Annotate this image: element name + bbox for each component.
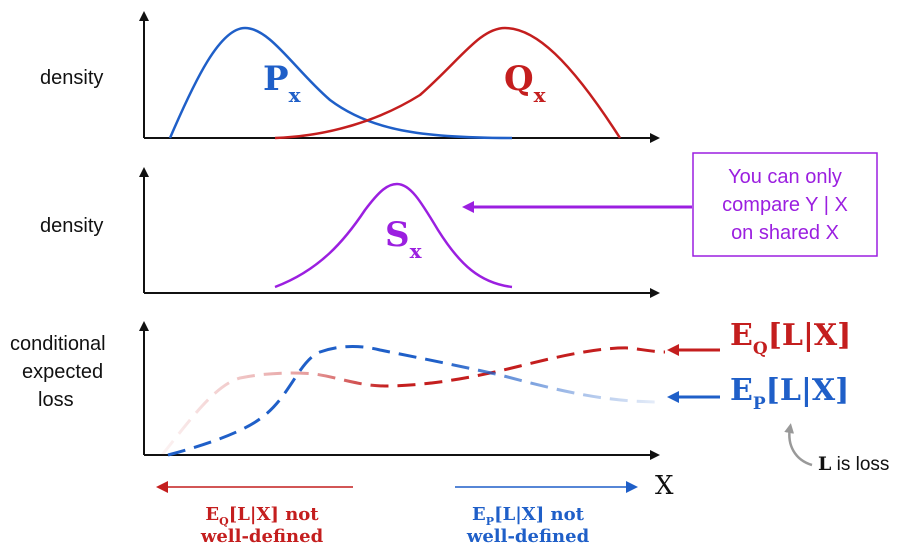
bottom-y-label-1: conditional bbox=[10, 333, 106, 355]
bottom-x-label: X bbox=[655, 471, 674, 501]
loss-note: L is loss bbox=[818, 453, 889, 475]
bottom-y-label-3: loss bbox=[38, 389, 74, 411]
eq-undefined-label-2: well-defined bbox=[200, 526, 324, 547]
s-density-curve bbox=[274, 182, 513, 289]
p-label: Px bbox=[263, 59, 302, 107]
eq-undefined-label-1: EQ[L|X] not bbox=[205, 504, 319, 528]
q-label: Qx bbox=[504, 59, 547, 107]
top-y-label: density bbox=[40, 67, 103, 89]
callout-line-2: compare Y | X bbox=[722, 194, 848, 216]
callout-line-3: on shared X bbox=[731, 222, 839, 244]
ep-undefined-label-1: EP[L|X] not bbox=[472, 504, 585, 528]
ep-loss-curve bbox=[167, 345, 661, 457]
q-density-curve bbox=[274, 26, 622, 140]
bottom-y-label-2: expected bbox=[22, 361, 103, 383]
loss-note-arrow bbox=[784, 423, 813, 467]
middle-panel: density Sx bbox=[40, 167, 692, 298]
p-density-curve bbox=[168, 26, 513, 140]
callout-box: You can only compare Y | X on shared X bbox=[692, 152, 878, 257]
s-label: Sx bbox=[385, 215, 423, 263]
bottom-panel: conditional expected loss X bbox=[10, 321, 720, 501]
eq-loss-curve bbox=[160, 346, 666, 456]
ep-undefined-label-2: well-defined bbox=[466, 526, 590, 547]
middle-y-label: density bbox=[40, 215, 103, 237]
callout-line-1: You can only bbox=[728, 166, 842, 188]
top-panel: density Px Qx bbox=[40, 11, 660, 143]
ep-legend-label: EP[L|X] bbox=[730, 373, 849, 414]
eq-legend-label: EQ[L|X] bbox=[730, 318, 851, 359]
